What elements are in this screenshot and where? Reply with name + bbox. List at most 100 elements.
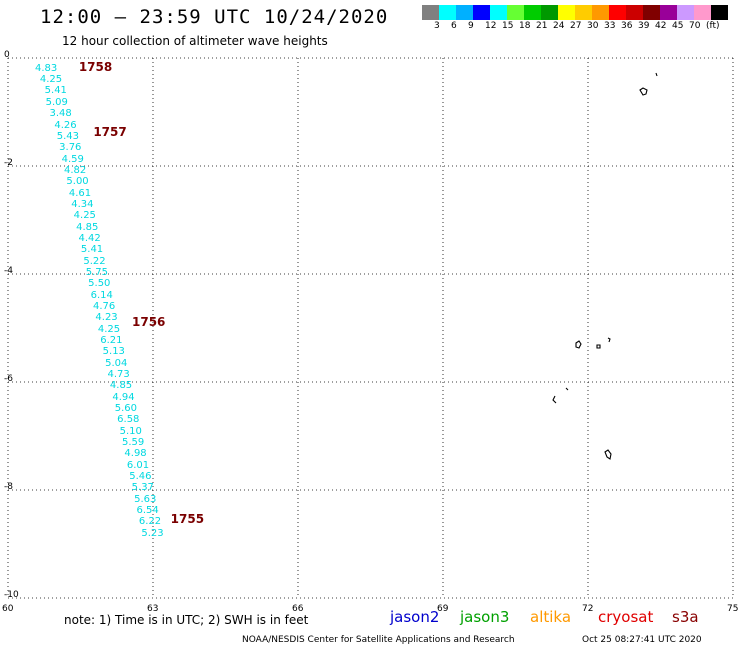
wave-height-value: 5.09 [45, 96, 68, 108]
wave-height-value: 4.85 [109, 380, 133, 392]
island-outline [604, 449, 612, 460]
wave-height-value: 6.21 [100, 334, 123, 346]
wave-height-value: 4.83 [35, 62, 58, 74]
legend-label: 27 [570, 21, 582, 31]
y-tick-label: -4 [4, 266, 13, 276]
wave-height-value: 4.98 [124, 448, 147, 460]
wave-height-value: 4.76 [93, 300, 116, 312]
wave-height-value: 4.25 [97, 323, 121, 335]
legend-swatch [541, 5, 558, 20]
wave-height-value: 5.22 [83, 255, 106, 267]
legend-swatch [575, 5, 592, 20]
legend-swatch [473, 5, 490, 20]
x-tick-label: 66 [292, 604, 304, 614]
wave-height-value: 4.34 [71, 198, 94, 210]
wave-height-value: 4.73 [107, 368, 130, 380]
x-tick-label: 63 [147, 604, 159, 614]
island-outline [575, 340, 582, 349]
legend-label: 36 [621, 21, 633, 31]
map-title: 12:00 – 23:59 UTC 10/24/2020 [40, 6, 389, 28]
legend-swatch [626, 5, 643, 20]
y-tick-label: -8 [4, 482, 13, 492]
legend-label: 12 [485, 21, 497, 31]
legend-label: 18 [519, 21, 531, 31]
wave-height-value: 5.46 [129, 471, 152, 483]
legend-label: 21 [536, 21, 548, 31]
x-tick-label: 60 [2, 604, 14, 614]
wave-height-value: 4.23 [95, 312, 118, 324]
y-tick-label: 0 [4, 50, 10, 60]
legend-swatch [609, 5, 626, 20]
legend-label: 15 [502, 21, 514, 31]
legend-swatch [490, 5, 507, 20]
legend-label: 30 [587, 21, 599, 31]
legend-label: 24 [553, 21, 565, 31]
wave-height-value: 5.59 [122, 437, 145, 449]
wave-height-value: 5.63 [134, 493, 157, 505]
legend-label: 70 [689, 21, 701, 31]
wave-height-value: 4.42 [78, 232, 101, 244]
island-outline [565, 387, 569, 391]
wave-height-value: 5.60 [114, 403, 138, 414]
pass-number: 1756 [132, 314, 166, 329]
wave-height-value: 6.58 [117, 414, 140, 426]
island-outline [596, 344, 601, 349]
wave-height-value: 5.50 [88, 278, 111, 290]
wave-height-value: 5.75 [85, 266, 109, 278]
wave-height-value: 6.14 [90, 289, 113, 301]
satellite-s3a: s3a [672, 608, 699, 626]
x-tick-label: 72 [582, 604, 594, 614]
land-outlines [552, 72, 658, 460]
island-outline [552, 395, 557, 404]
wave-height-value: 5.00 [66, 176, 89, 188]
satellite-altika: altika [530, 608, 572, 626]
wave-height-value: 6.01 [126, 459, 150, 471]
generated-timestamp: Oct 25 08:27:41 UTC 2020 [582, 635, 702, 645]
legend-swatch [592, 5, 609, 20]
legend-swatch [558, 5, 575, 20]
legend-swatch [660, 5, 677, 20]
wave-height-value: 6.22 [138, 516, 162, 528]
wave-height-value: 4.25 [39, 74, 63, 86]
y-tick-label: -10 [4, 590, 19, 600]
wave-height-value: 4.82 [64, 164, 87, 176]
y-tick-label: -6 [4, 374, 13, 384]
y-tick-label: -2 [4, 158, 13, 168]
wave-height-value: 4.85 [76, 221, 99, 233]
legend-label: 42 [655, 21, 667, 31]
legend-swatch [677, 5, 694, 20]
wave-height-value: 5.43 [56, 130, 80, 142]
legend-swatch [456, 5, 473, 20]
wave-height-value: 4.25 [73, 210, 96, 222]
island-outline [655, 72, 658, 77]
x-tick-label: 69 [437, 604, 449, 614]
footer-note: note: 1) Time is in UTC; 2) SWH is in fe… [64, 613, 309, 627]
legend-label: 39 [638, 21, 650, 31]
pass-number: 1757 [93, 124, 127, 139]
legend-label: 9 [468, 21, 474, 31]
satellite-jason2: jason2 [390, 608, 440, 626]
legend-label: 33 [604, 21, 616, 31]
wave-height-value: 3.48 [49, 108, 72, 120]
legend-label: 45 [672, 21, 684, 31]
color-legend [422, 5, 728, 20]
credit-text: NOAA/NESDIS Center for Satellite Applica… [242, 635, 515, 645]
legend-swatch [507, 5, 524, 20]
legend-label: 6 [451, 21, 457, 31]
legend-swatch [422, 5, 439, 20]
wave-height-value: 5.41 [44, 85, 67, 97]
wave-height-value: 5.37 [131, 482, 154, 494]
legend-swatch [439, 5, 456, 20]
wave-height-value: 4.61 [68, 187, 92, 199]
wave-height-value: 4.94 [112, 391, 135, 403]
legend-label: 3 [434, 21, 440, 31]
pass-number: 1755 [170, 511, 205, 526]
wave-height-value: 5.13 [102, 346, 125, 358]
wave-height-value: 3.76 [59, 142, 82, 154]
legend-swatch [643, 5, 660, 20]
island-outline [639, 87, 648, 96]
wave-height-value: 5.10 [119, 425, 142, 437]
legend-swatch [694, 5, 711, 20]
map-subtitle: 12 hour collection of altimeter wave hei… [62, 34, 328, 48]
wave-height-value: 5.23 [141, 527, 164, 539]
